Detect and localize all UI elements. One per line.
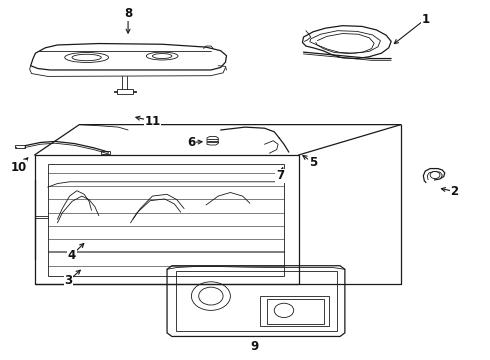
Text: 7: 7 xyxy=(276,169,284,182)
Text: 2: 2 xyxy=(450,185,459,198)
Text: 8: 8 xyxy=(124,8,132,21)
Text: 9: 9 xyxy=(250,339,259,352)
Text: 4: 4 xyxy=(68,248,76,261)
Text: 11: 11 xyxy=(144,114,161,127)
Text: 3: 3 xyxy=(65,274,73,287)
Text: 10: 10 xyxy=(10,161,26,174)
Text: 5: 5 xyxy=(309,156,318,169)
Text: 6: 6 xyxy=(187,136,196,149)
Text: 1: 1 xyxy=(421,13,429,26)
